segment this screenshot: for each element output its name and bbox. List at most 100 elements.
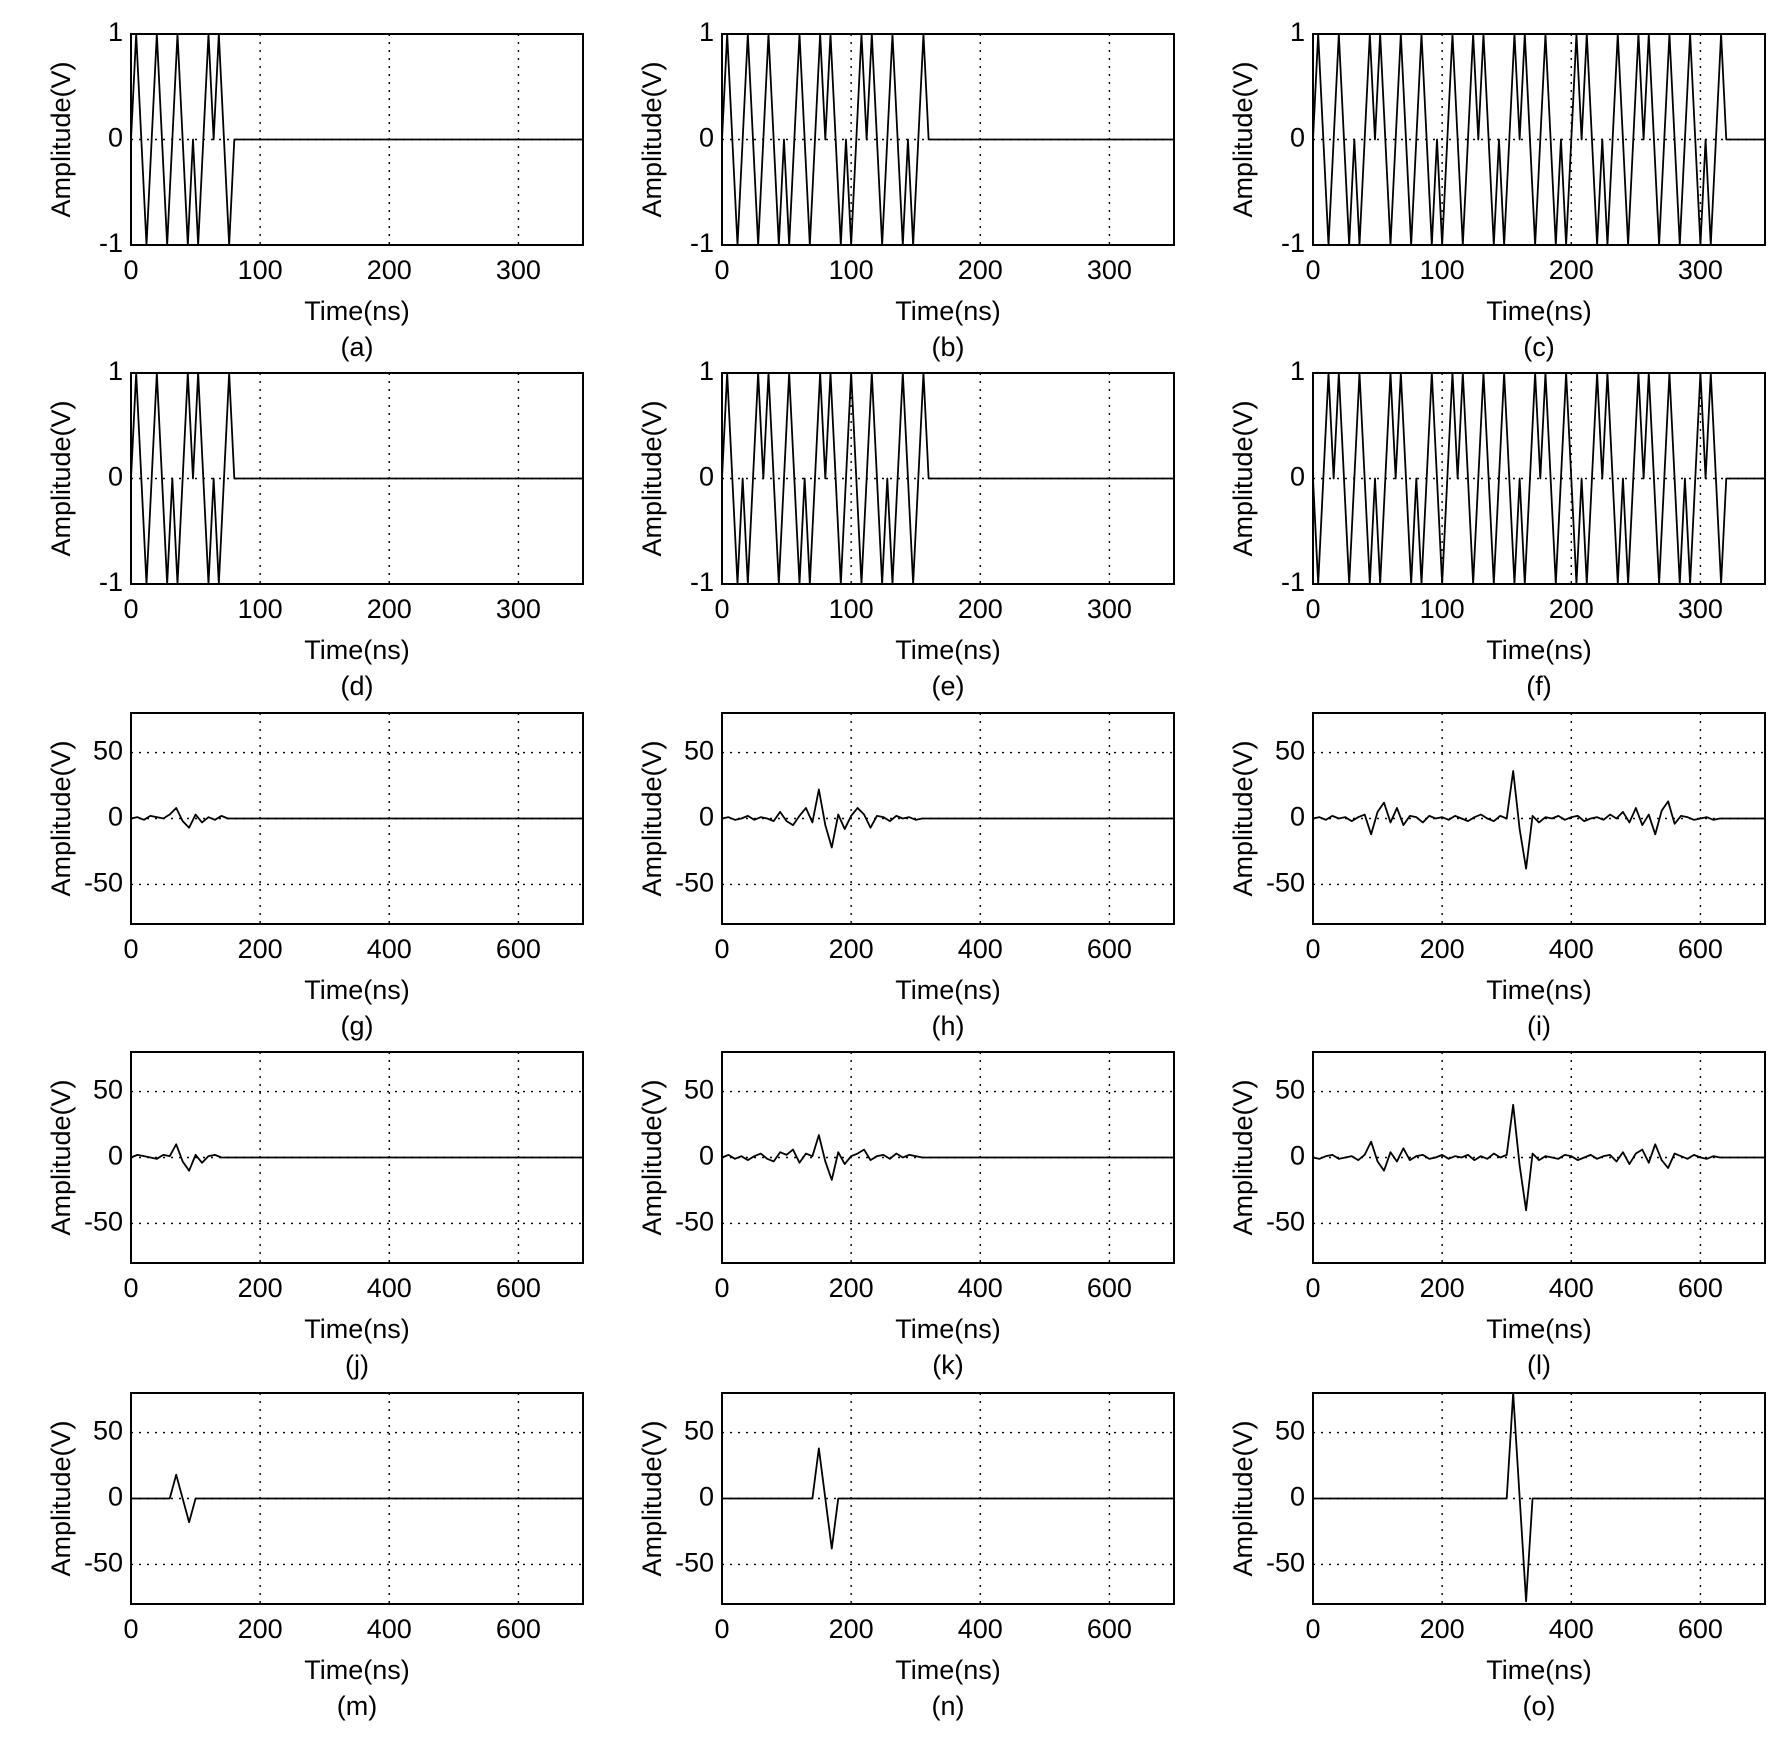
y-tick-label: -1	[1281, 567, 1305, 597]
subplot-caption: (i)	[1527, 1011, 1551, 1041]
x-tick-label: 600	[1678, 934, 1723, 964]
y-tick-label: -1	[1281, 228, 1305, 258]
y-tick-label: -50	[84, 1207, 123, 1237]
y-tick-label: -50	[84, 1548, 123, 1578]
x-tick-label: 400	[958, 934, 1003, 964]
y-axis-label: Amplitude(V)	[46, 400, 76, 556]
y-tick-label: 0	[699, 1482, 714, 1512]
y-tick-label: 50	[1275, 736, 1305, 766]
y-tick-label: 0	[1290, 462, 1305, 492]
y-tick-label: 1	[1290, 356, 1305, 386]
y-tick-label: 0	[108, 462, 123, 492]
plot-frame	[721, 1051, 1175, 1264]
x-tick-label: 100	[238, 255, 283, 285]
signal-line	[1312, 770, 1765, 870]
x-tick-label: 0	[1305, 1273, 1320, 1303]
y-tick-label: -50	[1266, 1548, 1305, 1578]
x-tick-label: 200	[1549, 255, 1594, 285]
x-axis-label: Time(ns)	[1486, 975, 1592, 1005]
y-tick-label: 1	[108, 17, 123, 47]
signal-line	[722, 1447, 1174, 1550]
x-axis-label: Time(ns)	[895, 1655, 1001, 1685]
subplot-caption: (l)	[1527, 1350, 1551, 1380]
x-tick-label: 200	[238, 1273, 283, 1303]
x-axis-label: Time(ns)	[895, 635, 1001, 665]
x-tick-label: 200	[958, 594, 1003, 624]
y-tick-label: 0	[108, 123, 123, 153]
y-axis-label: Amplitude(V)	[637, 61, 667, 217]
x-tick-label: 200	[238, 1614, 283, 1644]
signal-line	[1312, 1103, 1765, 1212]
y-tick-label: 0	[108, 802, 123, 832]
signal-line	[130, 372, 583, 585]
y-tick-label: -50	[675, 1207, 714, 1237]
x-tick-label: 200	[829, 1614, 874, 1644]
subplot-caption: (f)	[1526, 671, 1551, 701]
x-axis-label: Time(ns)	[1486, 1314, 1592, 1344]
plot-frame	[130, 712, 584, 925]
signal-line	[130, 33, 583, 246]
x-tick-label: 400	[1549, 934, 1594, 964]
plot-frame	[1312, 372, 1766, 585]
y-tick-label: 50	[93, 736, 123, 766]
y-tick-label: 0	[699, 1141, 714, 1171]
plot-frame	[1312, 33, 1766, 246]
x-tick-label: 200	[1420, 1614, 1465, 1644]
y-axis-label: Amplitude(V)	[46, 1079, 76, 1235]
y-axis-label: Amplitude(V)	[637, 1420, 667, 1576]
y-axis-label: Amplitude(V)	[1228, 61, 1258, 217]
y-tick-label: 1	[699, 356, 714, 386]
y-tick-label: -1	[99, 567, 123, 597]
plot-frame	[721, 712, 1175, 925]
x-tick-label: 600	[496, 1273, 541, 1303]
y-axis-label: Amplitude(V)	[46, 740, 76, 896]
x-tick-label: 200	[238, 934, 283, 964]
y-tick-label: 50	[1275, 1075, 1305, 1105]
x-tick-label: 0	[714, 1273, 729, 1303]
x-tick-label: 600	[1678, 1273, 1723, 1303]
signal-line	[130, 1143, 583, 1172]
signal-line	[130, 807, 583, 829]
x-axis-label: Time(ns)	[304, 296, 410, 326]
y-tick-label: 0	[699, 462, 714, 492]
plot-frame	[130, 372, 584, 585]
x-tick-label: 200	[1549, 594, 1594, 624]
x-tick-label: 100	[829, 594, 874, 624]
x-axis-label: Time(ns)	[1486, 1655, 1592, 1685]
subplot-caption: (b)	[932, 332, 965, 362]
y-axis-label: Amplitude(V)	[1228, 740, 1258, 896]
plot-frame	[130, 1392, 584, 1605]
signal-line	[721, 788, 1174, 849]
x-tick-label: 300	[1087, 594, 1132, 624]
x-tick-label: 400	[958, 1614, 1003, 1644]
y-tick-label: 0	[108, 1141, 123, 1171]
subplot-caption: (o)	[1523, 1691, 1556, 1721]
x-tick-label: 400	[367, 1614, 412, 1644]
x-tick-label: 0	[123, 1614, 138, 1644]
signal-line	[131, 1473, 583, 1524]
subplot-caption: (m)	[337, 1691, 377, 1721]
subplot-caption: (j)	[345, 1350, 369, 1380]
y-axis-label: Amplitude(V)	[46, 1420, 76, 1576]
y-tick-label: 0	[699, 123, 714, 153]
x-tick-label: 200	[1420, 934, 1465, 964]
y-tick-label: 0	[1290, 802, 1305, 832]
x-tick-label: 200	[958, 255, 1003, 285]
x-tick-label: 300	[1678, 255, 1723, 285]
x-tick-label: 200	[829, 934, 874, 964]
y-tick-label: 0	[1290, 1482, 1305, 1512]
x-tick-label: 300	[1678, 594, 1723, 624]
plot-frame	[1312, 712, 1766, 925]
y-tick-label: 0	[699, 802, 714, 832]
x-axis-label: Time(ns)	[1486, 296, 1592, 326]
x-tick-label: 100	[1420, 594, 1465, 624]
x-tick-label: 400	[367, 934, 412, 964]
x-axis-label: Time(ns)	[1486, 635, 1592, 665]
x-tick-label: 0	[1305, 934, 1320, 964]
x-tick-label: 100	[1420, 255, 1465, 285]
signal-line	[1312, 372, 1765, 585]
y-tick-label: -50	[675, 1548, 714, 1578]
subplot-caption: (k)	[932, 1350, 963, 1380]
